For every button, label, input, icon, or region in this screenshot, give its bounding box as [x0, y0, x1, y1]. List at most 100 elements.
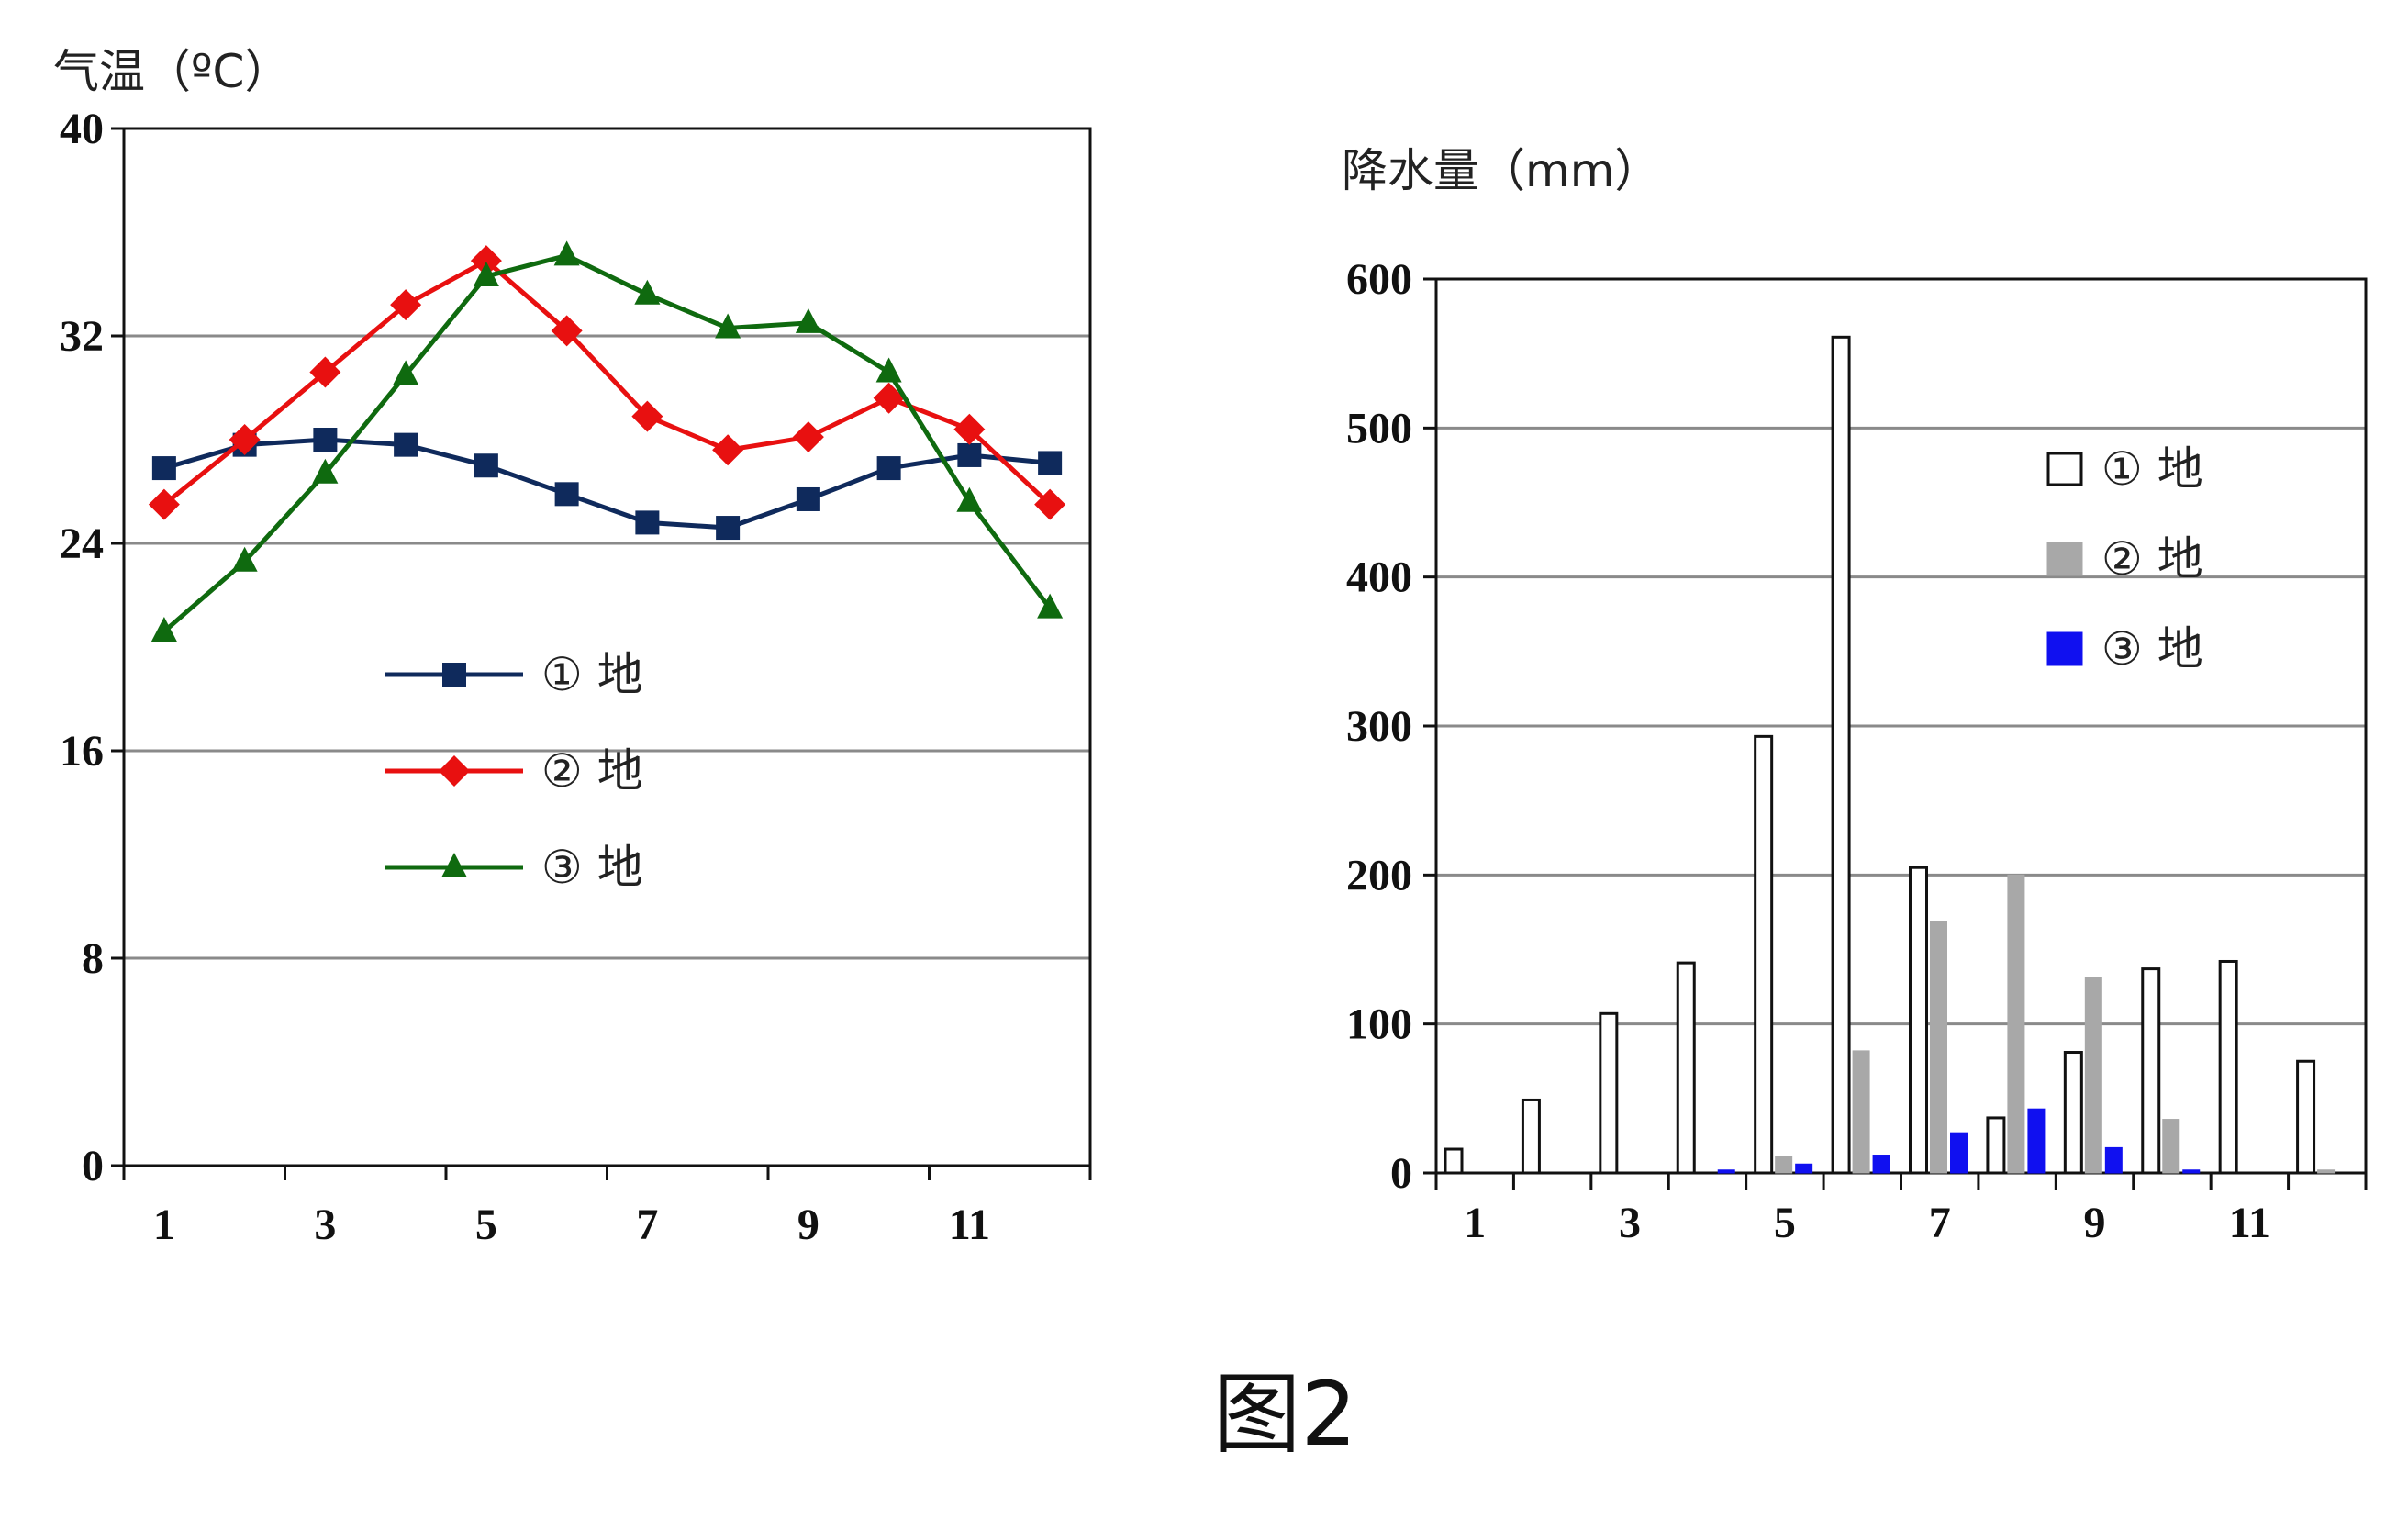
temperature-y-tick-label: 32	[60, 312, 104, 361]
temperature-point	[712, 434, 744, 466]
temperature-point	[1038, 451, 1063, 475]
precipitation-y-tick-label: 100	[1346, 1000, 1412, 1049]
temperature-point	[873, 382, 905, 414]
precipitation-legend-swatch	[2046, 631, 2083, 666]
precipitation-legend-label: ① 地	[2101, 442, 2203, 496]
temperature-line-1	[163, 437, 1051, 531]
precipitation-bar-series-3	[1950, 1132, 1968, 1174]
precipitation-bar-series-2	[1775, 1156, 1793, 1174]
temperature-point	[1034, 488, 1066, 520]
temperature-legend-marker	[439, 755, 470, 787]
temperature-line-2	[162, 258, 1052, 507]
temperature-chart: 气温（ºC） 0 8 16 24 32 40 1 3 5 7 9 11 ① 地 ② 地 ③ 地	[53, 45, 1092, 1249]
temperature-point	[313, 428, 338, 452]
precipitation-bar-series-2	[2162, 1119, 2180, 1174]
temperature-plot-frame	[122, 127, 1092, 1167]
figure-caption: 图2	[1212, 1363, 1356, 1466]
temperature-point	[474, 453, 498, 478]
temperature-point	[634, 279, 661, 305]
temperature-line-3	[162, 252, 1053, 633]
temperature-point	[953, 413, 986, 445]
precipitation-legend-swatch	[2046, 452, 2083, 486]
precipitation-y-tick-label: 500	[1346, 404, 1412, 452]
temperature-point	[393, 360, 419, 385]
precipitation-bar-series-1	[1676, 961, 1696, 1175]
temperature-x-tick-label: 7	[636, 1201, 658, 1249]
precipitation-bar-series-2	[2084, 977, 2102, 1174]
precipitation-bar-series-3	[1795, 1163, 1813, 1174]
precipitation-bar-series-1	[2218, 959, 2238, 1175]
precipitation-x-tick-label: 7	[1929, 1199, 1951, 1247]
temperature-point	[390, 289, 422, 321]
precipitation-x-tick-labels: 1 3 5 7 9 11	[1464, 1199, 2270, 1247]
temperature-gridlines	[111, 127, 1092, 1180]
precipitation-bar-series-2	[1930, 921, 1947, 1174]
temperature-legend-label: ① 地	[541, 648, 643, 701]
precipitation-legend-label: ② 地	[2101, 532, 2203, 586]
temperature-y-tick-label: 0	[82, 1142, 104, 1190]
precipitation-x-tick-label: 1	[1464, 1199, 1486, 1247]
precipitation-legend-label: ③ 地	[2101, 622, 2203, 676]
temperature-point	[551, 315, 583, 347]
precipitation-bar-series-1	[1986, 1116, 2006, 1175]
temperature-legend-marker	[441, 853, 467, 877]
temperature-point	[553, 240, 580, 266]
precipitation-bar-series-2	[1852, 1050, 1870, 1174]
precipitation-legend-swatch	[2046, 542, 2083, 576]
precipitation-x-tick-label: 5	[1774, 1199, 1796, 1247]
temperature-y-tick-labels: 0 8 16 24 32 40	[60, 105, 104, 1190]
precipitation-bar-series-2	[2007, 874, 2025, 1174]
precipitation-bar-series-1	[1444, 1147, 1464, 1175]
temperature-point	[151, 456, 176, 481]
precipitation-y-tick-label: 400	[1346, 553, 1412, 602]
precipitation-bar-series-1	[1599, 1011, 1619, 1175]
precipitation-bar-series-2	[2317, 1169, 2336, 1174]
precipitation-x-tick-label: 9	[2084, 1199, 2106, 1247]
temperature-point	[792, 421, 824, 453]
precipitation-bar-series-3	[2027, 1108, 2046, 1174]
temperature-point	[554, 482, 579, 507]
temperature-point	[470, 245, 502, 277]
precipitation-bar-series-3	[2182, 1169, 2201, 1174]
temperature-point	[229, 424, 261, 455]
precipitation-y-tick-label: 200	[1346, 851, 1412, 899]
precipitation-legend: ① 地 ② 地 ③ 地	[2046, 442, 2203, 676]
precipitation-y-tick-label: 0	[1390, 1149, 1412, 1198]
precipitation-bar-series-1	[1909, 866, 1928, 1175]
temperature-point	[231, 546, 258, 572]
precipitation-bar-series-3	[2104, 1146, 2123, 1174]
temperature-point	[875, 357, 902, 383]
temperature-x-tick-label: 1	[153, 1201, 175, 1249]
precipitation-bar-series-1	[2296, 1059, 2316, 1175]
temperature-y-tick-label: 16	[60, 727, 104, 776]
temperature-point	[716, 516, 741, 541]
precipitation-bar-series-1	[2063, 1051, 2083, 1175]
temperature-point	[956, 486, 983, 512]
temperature-legend: ① 地 ② 地 ③ 地	[385, 648, 643, 894]
precipitation-x-tick-label: 3	[1619, 1199, 1641, 1247]
temperature-series	[148, 240, 1066, 642]
temperature-x-tick-labels: 1 3 5 7 9 11	[153, 1201, 990, 1249]
precipitation-bar-series-3	[1872, 1155, 1890, 1174]
temperature-point	[795, 307, 821, 333]
temperature-point	[876, 456, 901, 481]
temperature-x-tick-label: 9	[797, 1201, 819, 1249]
temperature-point	[957, 442, 982, 467]
temperature-y-tick-label: 40	[60, 105, 104, 153]
temperature-point	[796, 486, 820, 511]
temperature-point	[635, 510, 660, 535]
precipitation-gridlines	[1423, 277, 2368, 1190]
temperature-x-tick-label: 5	[475, 1201, 497, 1249]
precipitation-y-tick-labels: 0 100 200 300 400 500 600	[1346, 255, 1412, 1198]
precipitation-bar-series-1	[1831, 335, 1851, 1175]
temperature-y-tick-label: 8	[82, 934, 104, 983]
precipitation-axis-title: 降水量（mm）	[1342, 144, 1660, 197]
precipitation-y-tick-label: 600	[1346, 255, 1412, 304]
temperature-point	[394, 432, 418, 457]
temperature-point	[312, 458, 339, 484]
temperature-x-tick-label: 3	[314, 1201, 336, 1249]
temperature-point	[1037, 593, 1064, 619]
precipitation-bar-series-1	[1521, 1098, 1541, 1175]
temperature-axis-title: 气温（ºC）	[53, 45, 290, 98]
temperature-point	[309, 356, 341, 388]
